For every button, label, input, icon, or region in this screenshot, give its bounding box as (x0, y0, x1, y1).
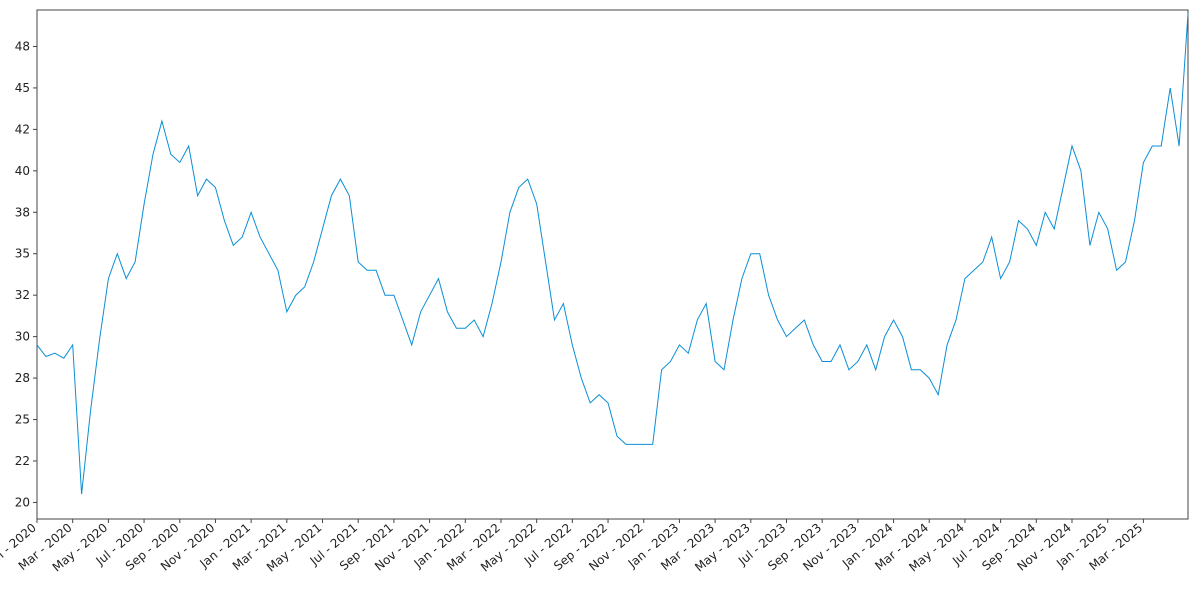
y-tick-label: 28 (15, 371, 30, 385)
y-tick-label: 22 (15, 454, 30, 468)
data-line (36, 13, 1189, 495)
plot-frame (36, 9, 1189, 520)
y-tick-label: 42 (15, 122, 30, 136)
y-tick-label: 30 (15, 330, 30, 344)
y-tick-label: 48 (15, 39, 30, 53)
y-tick-label: 25 (15, 413, 30, 427)
y-tick-label: 32 (15, 288, 30, 302)
y-tick-label: 40 (15, 164, 30, 178)
y-tick-label: 38 (15, 205, 30, 219)
y-tick-label: 20 (15, 495, 30, 509)
y-tick-label: 45 (15, 81, 30, 95)
y-tick-label: 35 (15, 247, 30, 261)
